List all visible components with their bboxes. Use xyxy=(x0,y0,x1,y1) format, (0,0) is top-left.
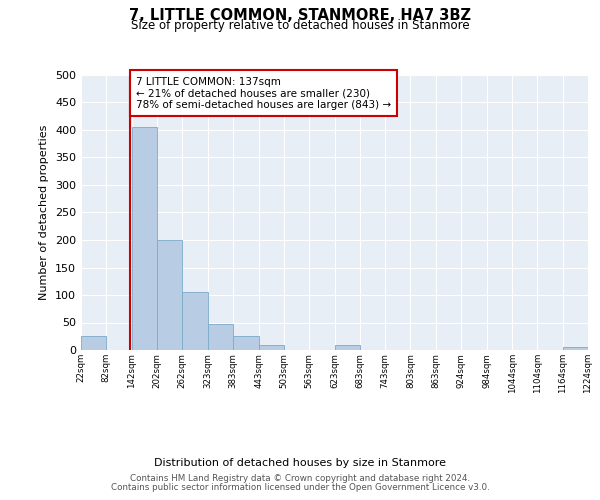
Bar xyxy=(182,292,208,350)
Y-axis label: Number of detached properties: Number of detached properties xyxy=(40,125,49,300)
Bar xyxy=(233,336,259,350)
Bar xyxy=(563,347,588,350)
Bar xyxy=(157,240,182,350)
Text: 7, LITTLE COMMON, STANMORE, HA7 3BZ: 7, LITTLE COMMON, STANMORE, HA7 3BZ xyxy=(129,8,471,22)
Bar xyxy=(131,127,157,350)
Bar xyxy=(81,336,106,350)
Text: Size of property relative to detached houses in Stanmore: Size of property relative to detached ho… xyxy=(131,18,469,32)
Bar xyxy=(208,324,233,350)
Bar xyxy=(259,344,284,350)
Text: Contains public sector information licensed under the Open Government Licence v3: Contains public sector information licen… xyxy=(110,484,490,492)
Text: Distribution of detached houses by size in Stanmore: Distribution of detached houses by size … xyxy=(154,458,446,468)
Text: Contains HM Land Registry data © Crown copyright and database right 2024.: Contains HM Land Registry data © Crown c… xyxy=(130,474,470,483)
Bar xyxy=(335,344,360,350)
Text: 7 LITTLE COMMON: 137sqm
← 21% of detached houses are smaller (230)
78% of semi-d: 7 LITTLE COMMON: 137sqm ← 21% of detache… xyxy=(136,76,391,110)
